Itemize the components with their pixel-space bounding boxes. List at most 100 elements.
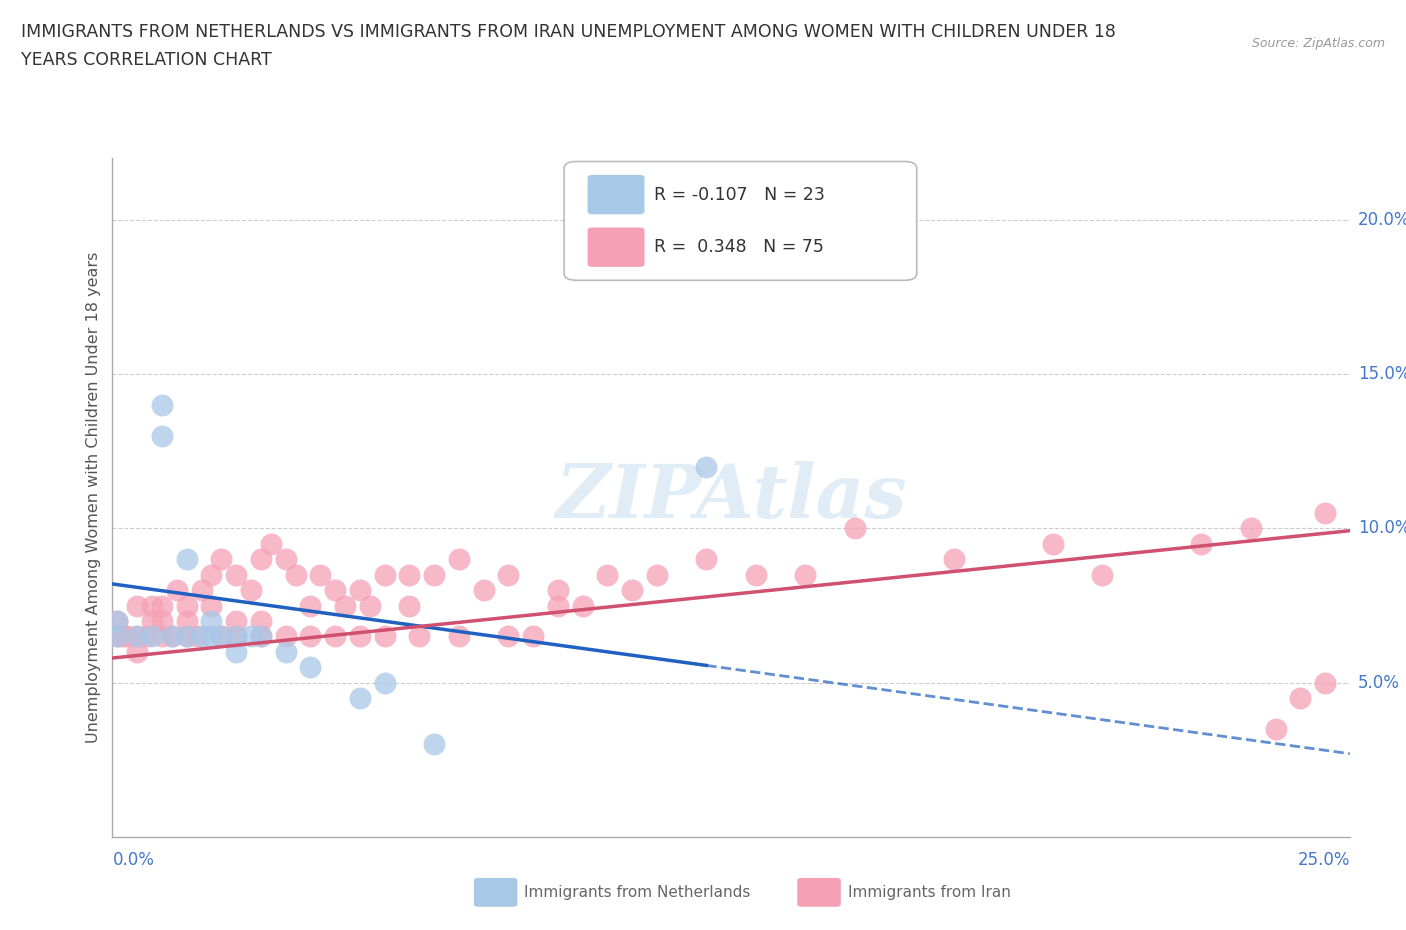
Point bbox=[1313, 675, 1336, 690]
Point bbox=[374, 567, 396, 582]
Point bbox=[374, 629, 396, 644]
Text: 5.0%: 5.0% bbox=[1358, 673, 1400, 692]
Point bbox=[225, 614, 247, 629]
Point bbox=[225, 644, 247, 659]
Point bbox=[621, 583, 644, 598]
Point bbox=[150, 397, 173, 412]
Point bbox=[190, 583, 212, 598]
Point bbox=[1091, 567, 1114, 582]
Text: R = -0.107   N = 23: R = -0.107 N = 23 bbox=[654, 186, 825, 204]
Text: ZIPAtlas: ZIPAtlas bbox=[555, 461, 907, 534]
Text: Source: ZipAtlas.com: Source: ZipAtlas.com bbox=[1251, 37, 1385, 50]
Point bbox=[200, 567, 222, 582]
Point bbox=[107, 614, 129, 629]
Point bbox=[176, 614, 198, 629]
Point bbox=[447, 629, 470, 644]
Point bbox=[349, 583, 371, 598]
Text: YEARS CORRELATION CHART: YEARS CORRELATION CHART bbox=[21, 51, 271, 69]
Point bbox=[299, 598, 322, 613]
Point bbox=[225, 629, 247, 644]
Point bbox=[127, 629, 149, 644]
Text: 25.0%: 25.0% bbox=[1298, 851, 1350, 869]
Point bbox=[274, 629, 297, 644]
Point bbox=[225, 629, 247, 644]
Point bbox=[695, 551, 717, 566]
Point bbox=[127, 598, 149, 613]
Text: Immigrants from Netherlands: Immigrants from Netherlands bbox=[524, 884, 751, 900]
Point bbox=[274, 644, 297, 659]
Point bbox=[127, 644, 149, 659]
FancyBboxPatch shape bbox=[564, 162, 917, 280]
Text: 10.0%: 10.0% bbox=[1358, 520, 1406, 538]
Point bbox=[190, 629, 212, 644]
Point bbox=[1240, 521, 1263, 536]
Point bbox=[547, 583, 569, 598]
Point bbox=[209, 551, 232, 566]
Text: IMMIGRANTS FROM NETHERLANDS VS IMMIGRANTS FROM IRAN UNEMPLOYMENT AMONG WOMEN WIT: IMMIGRANTS FROM NETHERLANDS VS IMMIGRANT… bbox=[21, 23, 1116, 41]
Point bbox=[408, 629, 430, 644]
Point bbox=[522, 629, 544, 644]
Point bbox=[250, 614, 273, 629]
Point bbox=[942, 551, 965, 566]
Point bbox=[141, 614, 163, 629]
Point bbox=[200, 629, 222, 644]
Text: Immigrants from Iran: Immigrants from Iran bbox=[848, 884, 1011, 900]
Point bbox=[176, 551, 198, 566]
Point bbox=[107, 614, 129, 629]
Point bbox=[176, 629, 198, 644]
Point bbox=[745, 567, 768, 582]
Point bbox=[447, 551, 470, 566]
Point bbox=[176, 598, 198, 613]
Point bbox=[309, 567, 332, 582]
Point bbox=[150, 614, 173, 629]
Point bbox=[323, 583, 346, 598]
Point bbox=[240, 629, 263, 644]
Point bbox=[1313, 506, 1336, 521]
Text: R =  0.348   N = 75: R = 0.348 N = 75 bbox=[654, 238, 824, 256]
Point bbox=[695, 459, 717, 474]
Point bbox=[323, 629, 346, 644]
Point bbox=[150, 598, 173, 613]
Point bbox=[299, 629, 322, 644]
Point bbox=[472, 583, 495, 598]
Point bbox=[794, 567, 817, 582]
Point bbox=[596, 567, 619, 582]
Point bbox=[225, 567, 247, 582]
Point bbox=[250, 629, 273, 644]
Point bbox=[359, 598, 381, 613]
Point bbox=[844, 521, 866, 536]
Text: 0.0%: 0.0% bbox=[112, 851, 155, 869]
Point bbox=[423, 567, 446, 582]
Point bbox=[398, 567, 420, 582]
FancyBboxPatch shape bbox=[588, 175, 644, 214]
Point bbox=[645, 567, 668, 582]
Point bbox=[1189, 537, 1212, 551]
Point bbox=[240, 583, 263, 598]
Point bbox=[127, 629, 149, 644]
Point bbox=[1289, 691, 1312, 706]
Point bbox=[547, 598, 569, 613]
Point bbox=[274, 551, 297, 566]
Point bbox=[117, 629, 139, 644]
Point bbox=[398, 598, 420, 613]
Point bbox=[111, 629, 134, 644]
Point bbox=[107, 629, 129, 644]
Point bbox=[423, 737, 446, 751]
Point bbox=[284, 567, 307, 582]
Point bbox=[186, 629, 208, 644]
Y-axis label: Unemployment Among Women with Children Under 18 years: Unemployment Among Women with Children U… bbox=[86, 252, 101, 743]
Point bbox=[349, 691, 371, 706]
Text: 15.0%: 15.0% bbox=[1358, 365, 1406, 383]
Point bbox=[176, 629, 198, 644]
Text: 20.0%: 20.0% bbox=[1358, 211, 1406, 229]
Point bbox=[141, 598, 163, 613]
Point bbox=[498, 629, 520, 644]
Point bbox=[250, 551, 273, 566]
Point bbox=[209, 629, 232, 644]
Point bbox=[209, 629, 232, 644]
Point bbox=[349, 629, 371, 644]
Point bbox=[333, 598, 356, 613]
Point bbox=[571, 598, 593, 613]
Point bbox=[107, 629, 129, 644]
Point bbox=[150, 429, 173, 444]
